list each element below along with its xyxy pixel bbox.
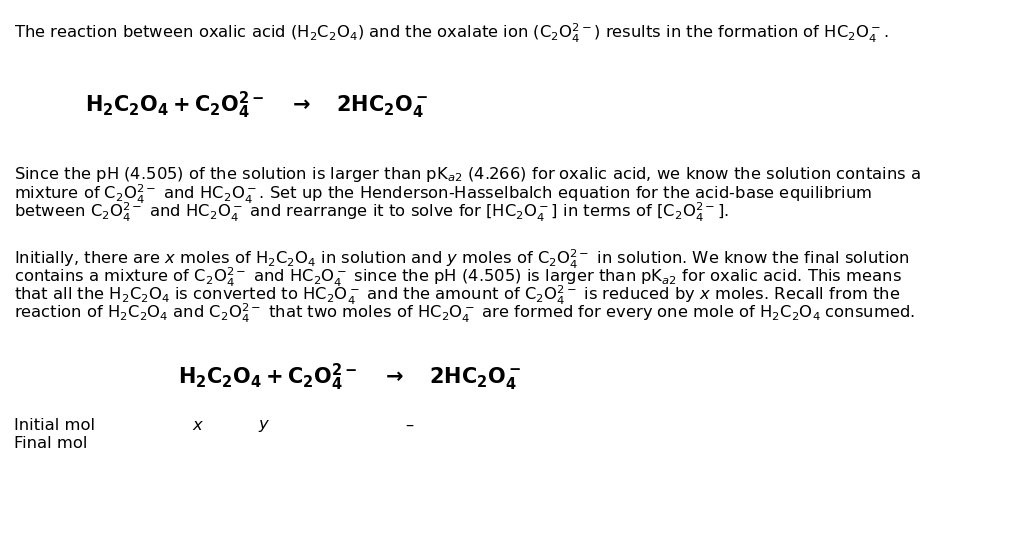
Text: Initially, there are $x$ moles of H$_2$C$_2$O$_4$ in solution and $y$ moles of C: Initially, there are $x$ moles of H$_2$C… [14, 248, 909, 271]
Text: $\mathbf{H_2C_2O_4+C_2O_4^{2-}}$   $\mathbf{\rightarrow}$   $\mathbf{2HC_2O_4^-}: $\mathbf{H_2C_2O_4+C_2O_4^{2-}}$ $\mathb… [85, 90, 428, 121]
Text: –: – [406, 418, 413, 433]
Text: $x$: $x$ [193, 418, 204, 433]
Text: reaction of H$_2$C$_2$O$_4$ and C$_2$O$_4^{2-}$ that two moles of HC$_2$O$_4^-$ : reaction of H$_2$C$_2$O$_4$ and C$_2$O$_… [14, 302, 915, 325]
Text: Final mol: Final mol [14, 436, 87, 451]
Text: that all the H$_2$C$_2$O$_4$ is converted to HC$_2$O$_4^-$ and the amount of C$_: that all the H$_2$C$_2$O$_4$ is converte… [14, 284, 900, 307]
Text: $y$: $y$ [258, 418, 270, 434]
Text: contains a mixture of C$_2$O$_4^{2-}$ and HC$_2$O$_4^-$ since the pH (4.505) is : contains a mixture of C$_2$O$_4^{2-}$ an… [14, 266, 902, 289]
Text: The reaction between oxalic acid (H$_2$C$_2$O$_4$) and the oxalate ion (C$_2$O$_: The reaction between oxalic acid (H$_2$C… [14, 22, 889, 45]
Text: between C$_2$O$_4^{2-}$ and HC$_2$O$_4^-$ and rearrange it to solve for [HC$_2$O: between C$_2$O$_4^{2-}$ and HC$_2$O$_4^-… [14, 201, 729, 224]
Text: Initial mol: Initial mol [14, 418, 95, 433]
Text: mixture of C$_2$O$_4^{2-}$ and HC$_2$O$_4^-$. Set up the Henderson-Hasselbalch e: mixture of C$_2$O$_4^{2-}$ and HC$_2$O$_… [14, 183, 872, 206]
Text: Since the pH (4.505) of the solution is larger than pK$_{a2}$ (4.266) for oxalic: Since the pH (4.505) of the solution is … [14, 165, 921, 184]
Text: $\mathbf{H_2C_2O_4+C_2O_4^{2-}}$   $\mathbf{\rightarrow}$   $\mathbf{2HC_2O_4^-}: $\mathbf{H_2C_2O_4+C_2O_4^{2-}}$ $\mathb… [178, 362, 521, 393]
